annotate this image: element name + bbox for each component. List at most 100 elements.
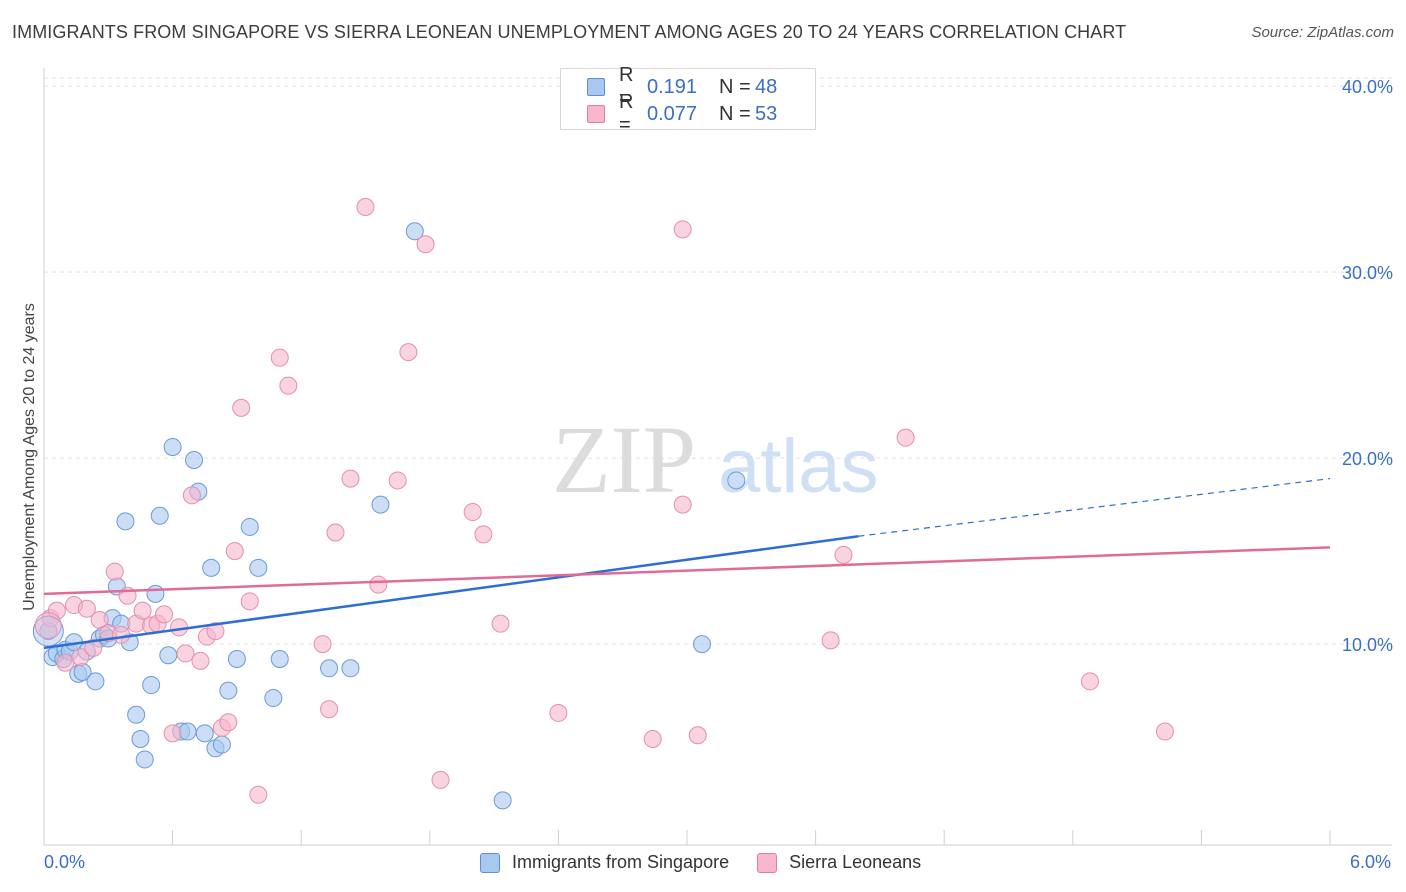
point-singapore xyxy=(405,222,424,241)
point-sierra-leone xyxy=(240,592,259,611)
legend-n-value: 48 xyxy=(755,75,778,98)
point-singapore xyxy=(264,689,283,708)
legend-swatch-sierra-leone xyxy=(587,105,605,123)
point-sierra-leone xyxy=(326,523,345,542)
y-tick-label: 10.0% xyxy=(1342,635,1393,655)
series-legend: Immigrants from Singapore Sierra Leonean… xyxy=(480,852,949,873)
point-singapore xyxy=(212,735,231,754)
point-sierra-leone xyxy=(225,542,244,561)
point-sierra-leone xyxy=(105,562,124,581)
point-sierra-leone xyxy=(155,605,174,624)
point-singapore xyxy=(341,659,360,678)
point-singapore xyxy=(693,635,712,654)
point-sierra-leone xyxy=(206,622,225,641)
trend-line-singapore xyxy=(43,535,859,650)
watermark-zip: ZIP xyxy=(552,406,696,513)
point-sierra-leone xyxy=(112,625,131,644)
point-singapore xyxy=(249,558,268,577)
point-sierra-leone xyxy=(673,220,692,239)
point-sierra-leone xyxy=(474,525,493,544)
point-sierra-leone xyxy=(821,631,840,650)
point-sierra-leone xyxy=(416,235,435,254)
point-sierra-leone xyxy=(320,700,339,719)
point-sierra-leone xyxy=(896,428,915,447)
series-label-singapore: Immigrants from Singapore xyxy=(512,852,730,872)
legend-n-value: 53 xyxy=(755,102,778,125)
point-singapore xyxy=(185,450,204,469)
point-singapore xyxy=(320,659,339,678)
point-singapore xyxy=(195,724,214,743)
point-sierra-leone xyxy=(279,376,298,395)
point-sierra-leone xyxy=(549,703,568,722)
legend-row-sierra-leone: R = 0.077 N = 53 xyxy=(587,91,778,136)
point-sierra-leone xyxy=(182,486,201,505)
point-singapore xyxy=(135,750,154,769)
y-tick-label: 40.0% xyxy=(1342,77,1393,97)
trend-line-sierra-leone xyxy=(43,546,1331,596)
point-sierra-leone xyxy=(1155,722,1174,741)
point-singapore xyxy=(727,471,746,490)
point-sierra-leone xyxy=(133,601,152,620)
trend-lines xyxy=(43,477,1331,650)
series-swatch-singapore xyxy=(480,852,500,873)
point-sierra-leone xyxy=(219,713,238,732)
point-sierra-leone xyxy=(491,614,510,633)
data-points xyxy=(32,198,1174,810)
point-singapore xyxy=(227,650,246,668)
point-singapore xyxy=(142,676,161,695)
legend-swatch-singapore xyxy=(587,78,605,96)
point-singapore xyxy=(150,506,169,525)
point-sierra-leone xyxy=(356,198,375,217)
y-tick-label: 30.0% xyxy=(1342,263,1393,283)
point-sierra-leone xyxy=(463,503,482,522)
legend-r-label: R = xyxy=(619,91,634,136)
point-sierra-leone xyxy=(673,495,692,514)
point-sierra-leone xyxy=(163,724,182,743)
point-sierra-leone xyxy=(643,729,662,748)
point-sierra-leone xyxy=(1080,672,1099,691)
point-singapore xyxy=(270,650,289,668)
y-tick-label: 20.0% xyxy=(1342,449,1393,469)
legend-r-value: 0.191 xyxy=(647,75,698,98)
point-singapore xyxy=(493,791,512,810)
x-tick-label-min: 0.0% xyxy=(44,852,86,872)
point-sierra-leone xyxy=(431,770,450,789)
legend-r-label: R = xyxy=(619,64,634,109)
watermark-atlas: atlas xyxy=(718,424,879,509)
series-legend-singapore[interactable]: Immigrants from Singapore xyxy=(480,852,729,873)
point-sierra-leone xyxy=(313,635,332,654)
point-singapore xyxy=(127,705,146,724)
point-sierra-leone xyxy=(249,785,268,804)
grid-lines xyxy=(44,77,1392,645)
series-legend-sierra-leone[interactable]: Sierra Leoneans xyxy=(757,852,921,873)
correlation-legend: R = 0.191 N = 48 R = 0.077 N = 53 xyxy=(560,64,816,136)
chart-title: IMMIGRANTS FROM SINGAPORE VS SIERRA LEON… xyxy=(12,22,1127,42)
point-sierra-leone xyxy=(834,545,853,564)
point-singapore xyxy=(86,672,105,691)
point-singapore xyxy=(240,517,259,536)
point-sierra-leone xyxy=(84,638,103,657)
legend-n-label: N = xyxy=(719,102,751,125)
point-singapore xyxy=(163,437,182,456)
point-sierra-leone xyxy=(90,610,109,629)
point-sierra-leone xyxy=(232,398,251,417)
point-singapore xyxy=(116,512,135,531)
point-sierra-leone xyxy=(71,648,90,667)
point-sierra-leone xyxy=(388,471,407,490)
series-swatch-sierra-leone xyxy=(757,852,778,873)
point-singapore xyxy=(131,729,150,748)
point-singapore xyxy=(146,584,165,603)
point-singapore xyxy=(371,495,390,514)
point-singapore xyxy=(159,646,178,665)
point-sierra-leone xyxy=(369,575,388,594)
point-sierra-leone xyxy=(77,599,96,618)
legend-row-singapore: R = 0.191 N = 48 xyxy=(587,64,778,109)
point-sierra-leone xyxy=(176,644,195,663)
point-sierra-leone xyxy=(34,612,62,640)
y-tick-labels: 10.0% 20.0% 30.0% 40.0% xyxy=(1342,77,1393,655)
point-singapore xyxy=(178,722,197,741)
point-sierra-leone xyxy=(191,651,210,670)
x-tick-label-max: 6.0% xyxy=(1350,852,1392,872)
point-sierra-leone xyxy=(399,343,418,362)
